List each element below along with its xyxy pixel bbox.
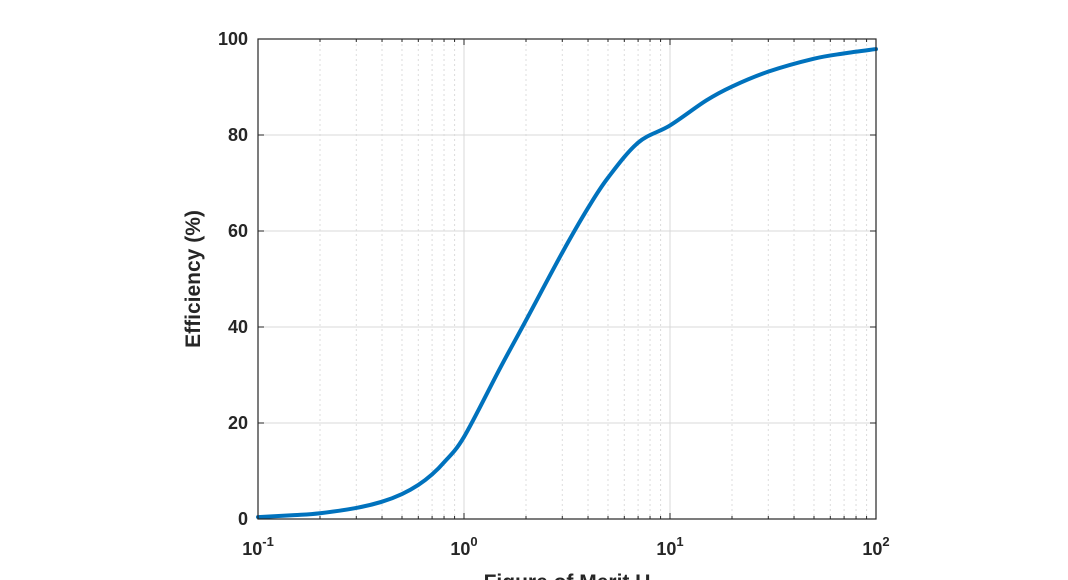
x-axis-label: Figure of Merit U [484, 571, 651, 580]
y-tick-label: 40 [228, 317, 248, 337]
x-tick-label: 102 [862, 534, 889, 559]
y-tick-label: 100 [218, 29, 248, 49]
plot-frame [257, 38, 877, 520]
series-layer [256, 47, 878, 520]
y-axis-label: Efficiency (%) [182, 210, 205, 348]
y-tick-label: 80 [228, 125, 248, 145]
x-tick-label: 10-1 [242, 534, 274, 559]
minor-grid [319, 39, 868, 519]
x-tick-label: 100 [450, 534, 477, 559]
y-tick-label: 60 [228, 221, 248, 241]
plot-background [258, 39, 876, 519]
axis-ticks [257, 38, 877, 520]
x-tick-labels: 10-1 100 101 102 [242, 534, 889, 559]
y-tick-labels: 0 20 40 60 80 100 [218, 29, 248, 529]
series-line-0 [256, 47, 878, 520]
x-tick-label: 101 [656, 534, 683, 559]
y-tick-label: 20 [228, 413, 248, 433]
y-tick-label: 0 [238, 509, 248, 529]
